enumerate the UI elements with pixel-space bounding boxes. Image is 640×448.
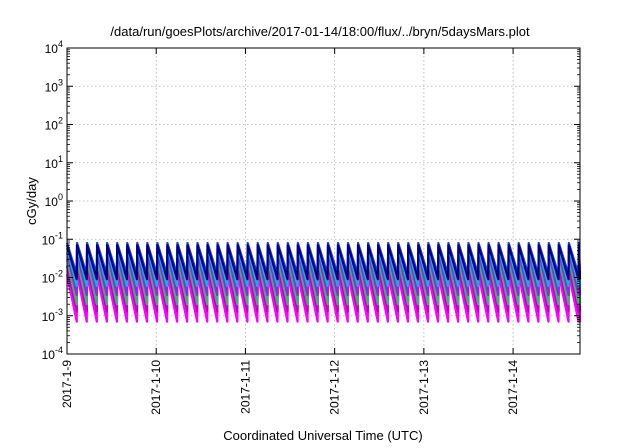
y-tick-label: 10-2 (42, 269, 63, 286)
x-tick-label: 2017-1-14 (506, 360, 520, 415)
x-tick-label: 2017-1-12 (328, 360, 342, 415)
y-tick-label: 103 (45, 77, 63, 94)
y-tick-label: 10-4 (42, 345, 63, 362)
x-tick-label: 2017-1-9 (60, 360, 74, 408)
y-tick-label: 10-3 (42, 307, 63, 324)
y-axis: 10-4 10-3 10-2 10-1 100 101 102 103 104 (42, 39, 580, 362)
series-line (65, 244, 582, 281)
y-tick-label: 104 (45, 39, 63, 56)
y-tick-label: 101 (45, 154, 63, 171)
x-axis-label: Coordinated Universal Time (UTC) (223, 428, 422, 443)
y-tick-label: 10-1 (42, 230, 63, 247)
data-series (65, 241, 582, 323)
x-tick-label: 2017-1-13 (417, 360, 431, 415)
chart-title: /data/run/goesPlots/archive/2017-01-14/1… (110, 24, 530, 39)
x-tick-label: 2017-1-10 (149, 360, 163, 415)
x-tick-label: 2017-1-11 (238, 360, 252, 414)
y-tick-label: 100 (45, 192, 63, 209)
x-axis: 2017-1-9 2017-1-10 2017-1-11 2017-1-12 2017-… (60, 48, 520, 415)
y-tick-label: 102 (45, 116, 63, 133)
y-axis-label: cGy/day (24, 177, 39, 225)
